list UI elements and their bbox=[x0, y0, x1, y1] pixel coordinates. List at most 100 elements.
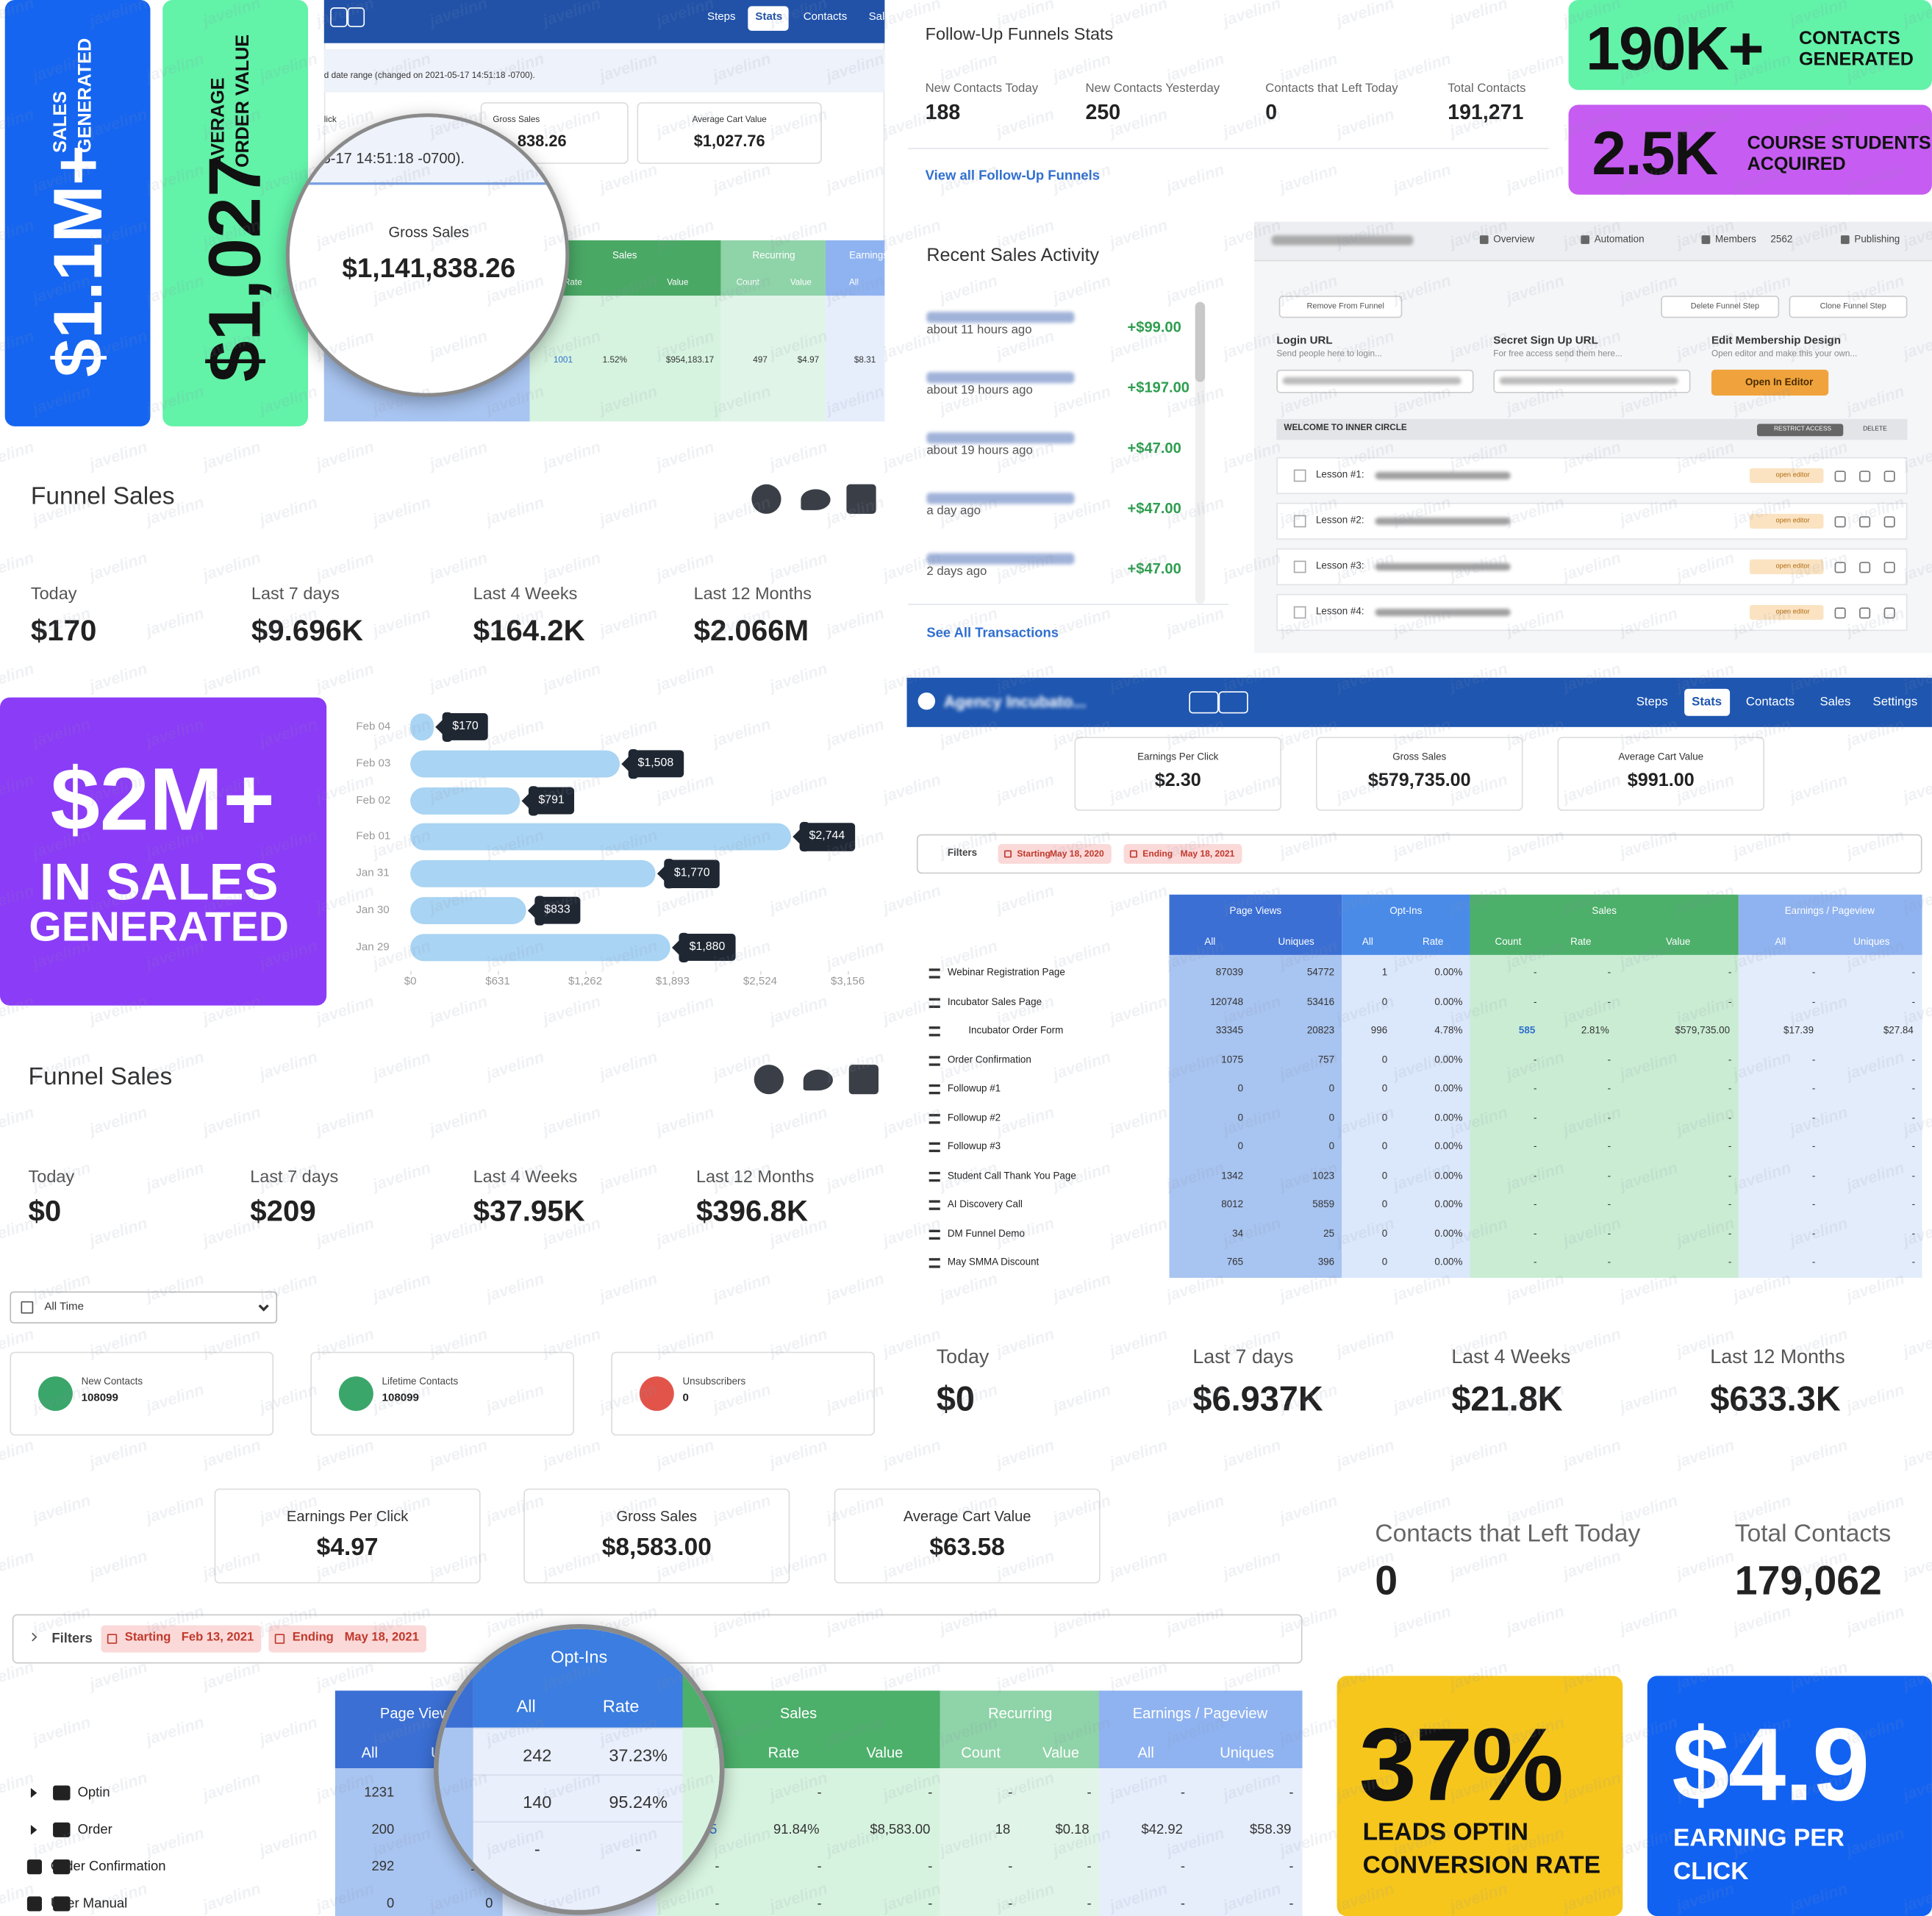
watermark: javelinn bbox=[1051, 603, 1114, 640]
page-icon bbox=[929, 1258, 940, 1268]
table-cell: - bbox=[817, 1859, 822, 1875]
table-cell: - bbox=[1911, 995, 1916, 1007]
table-header bbox=[940, 1690, 1099, 1769]
button-label: Clone Funnel Step bbox=[1820, 302, 1886, 312]
table-cell: $58.39 bbox=[1250, 1822, 1292, 1837]
table-cell: 1 bbox=[1381, 966, 1388, 979]
watermark: javelinn bbox=[1844, 1601, 1907, 1638]
table-cell: 34 bbox=[1232, 1227, 1244, 1239]
sale-amount: +$47.00 bbox=[1127, 439, 1181, 457]
row-label: Incubator Order Form bbox=[968, 1024, 1064, 1036]
watermark: javelinn bbox=[937, 271, 1000, 307]
table-subheader: Uniques bbox=[1220, 1744, 1275, 1762]
table-subheader: Count bbox=[736, 279, 759, 287]
watermark: javelinn bbox=[0, 1435, 37, 1472]
row-label: Webinar Registration Page bbox=[947, 966, 1065, 979]
stat-value: 188 bbox=[925, 100, 961, 124]
table-subheader: Value bbox=[1042, 1744, 1080, 1762]
watermark: javelinn bbox=[1390, 49, 1453, 85]
watermark: javelinn bbox=[0, 1102, 37, 1139]
icon bbox=[1834, 562, 1846, 573]
badge: $1.1M+ SALES GENERATED bbox=[4, 0, 151, 426]
badge-label: SALES bbox=[50, 90, 71, 153]
icon bbox=[1479, 235, 1489, 244]
table-cell: - bbox=[1911, 966, 1916, 979]
calendar-icon bbox=[274, 1634, 285, 1644]
checkbox bbox=[26, 1859, 42, 1875]
table-cell: - bbox=[1728, 1227, 1732, 1239]
table-cell: - bbox=[1607, 1227, 1611, 1239]
badge-label: GENERATED bbox=[29, 904, 289, 951]
watermark: javelinn bbox=[1674, 1435, 1737, 1472]
table-subheader: Rate bbox=[1570, 936, 1592, 948]
table-cell: 5859 bbox=[1312, 1198, 1335, 1210]
badge bbox=[1337, 1676, 1623, 1916]
table-cell: - bbox=[1607, 1054, 1611, 1065]
label: Gross Sales bbox=[616, 1507, 698, 1525]
table-cell: - bbox=[928, 1896, 933, 1912]
table-cell: 1231 bbox=[364, 1785, 395, 1801]
watermark: javelinn bbox=[427, 991, 490, 1028]
watermark: javelinn bbox=[200, 548, 263, 585]
category-label: Feb 02 bbox=[356, 793, 391, 806]
badge-label: GENERATED bbox=[1798, 49, 1914, 71]
label: Lifetime Contacts bbox=[382, 1376, 459, 1387]
label: Gross Sales bbox=[1392, 751, 1447, 762]
divider bbox=[908, 604, 1228, 605]
watermark: javelinn bbox=[200, 1767, 263, 1804]
table-subheader: Count bbox=[1495, 936, 1522, 948]
watermark: javelinn bbox=[0, 659, 37, 696]
blurred-text bbox=[1499, 376, 1678, 385]
nav-bar bbox=[323, 0, 885, 43]
button bbox=[1711, 369, 1829, 396]
watermark: javelinn bbox=[654, 548, 717, 585]
blurred-text bbox=[1375, 517, 1511, 525]
facebook-icon bbox=[751, 484, 781, 514]
row-icon bbox=[53, 1859, 71, 1875]
hint: Send people here to login... bbox=[1276, 350, 1382, 359]
nav-item: Contacts bbox=[803, 10, 848, 23]
watermark: javelinn bbox=[654, 991, 717, 1028]
table-cell: - bbox=[1534, 1169, 1537, 1181]
table-cell: $8.31 bbox=[854, 356, 876, 365]
watermark: javelinn bbox=[370, 1047, 433, 1084]
table-cell: - bbox=[1728, 1111, 1732, 1123]
tick-mark bbox=[672, 970, 674, 975]
table-cell: 0 bbox=[1381, 1140, 1388, 1152]
stat-value: $991.00 bbox=[1627, 770, 1695, 791]
stat-card bbox=[834, 1488, 1101, 1584]
sale-time: 2 days ago bbox=[926, 565, 987, 579]
stat-value: $9.696K bbox=[251, 614, 364, 648]
button-label: RESTRICT ACCESS bbox=[1773, 425, 1832, 433]
watermark: javelinn bbox=[1107, 1545, 1170, 1582]
stat-value: $2.066M bbox=[693, 614, 809, 648]
stat-value: $579,735.00 bbox=[1367, 770, 1471, 791]
icon-button bbox=[347, 7, 365, 27]
table-subheader: Value bbox=[790, 279, 812, 287]
table-cell: - bbox=[1811, 1140, 1816, 1152]
table-header bbox=[720, 240, 826, 296]
table-cell: - bbox=[928, 1859, 933, 1875]
badge bbox=[1647, 1676, 1932, 1916]
watermark: javelinn bbox=[540, 437, 604, 473]
blurred-text bbox=[1375, 608, 1511, 616]
watermark: javelinn bbox=[823, 1268, 887, 1305]
value-label: $2,744 bbox=[799, 823, 855, 851]
filter-date: May 18, 2021 bbox=[344, 1631, 419, 1645]
checkbox bbox=[1293, 515, 1306, 528]
watermark: javelinn bbox=[87, 548, 150, 585]
button-label: DELETE bbox=[1863, 425, 1887, 433]
watermark: javelinn bbox=[767, 770, 830, 807]
date-strip bbox=[323, 49, 885, 93]
table-group: Sales bbox=[1592, 905, 1617, 917]
watermark: javelinn bbox=[370, 603, 433, 640]
label: Average Cart Value bbox=[692, 115, 767, 125]
badge-value: $4.9 bbox=[1672, 1706, 1870, 1823]
watermark: javelinn bbox=[993, 1324, 1056, 1361]
icon bbox=[1701, 235, 1711, 244]
page-icon bbox=[929, 997, 940, 1008]
filter-pill bbox=[268, 1625, 426, 1653]
table-cell: - bbox=[1607, 1256, 1611, 1268]
watermark: javelinn bbox=[200, 1435, 263, 1472]
watermark: javelinn bbox=[540, 1102, 604, 1139]
